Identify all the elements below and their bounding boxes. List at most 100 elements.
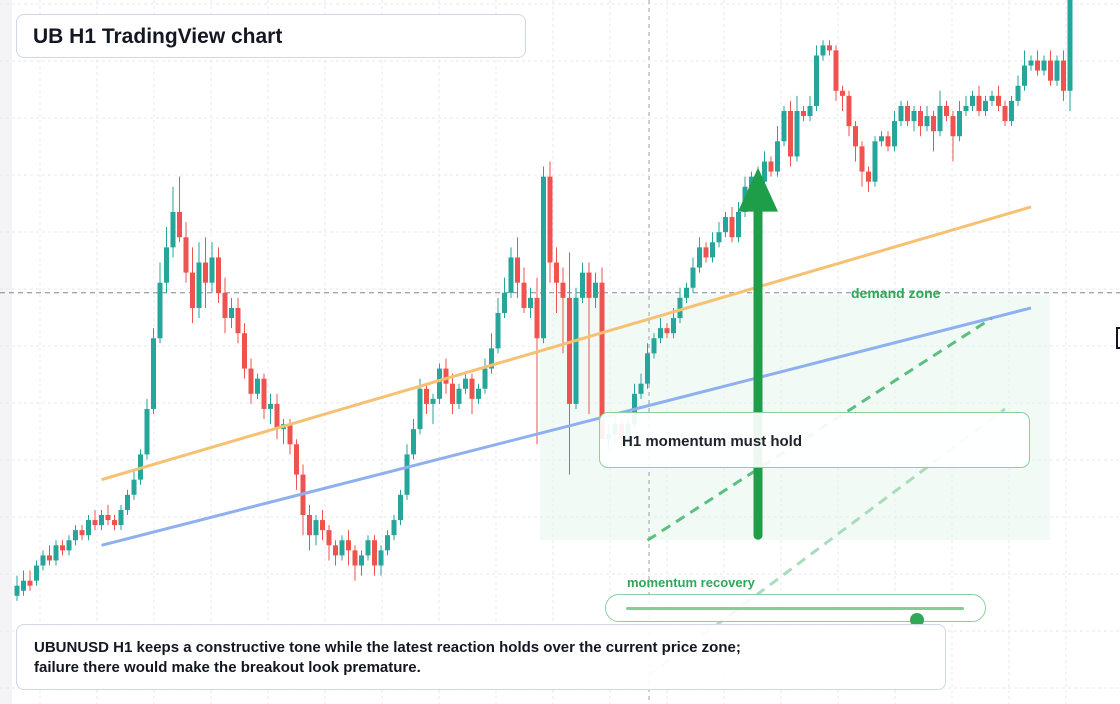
candle-body bbox=[820, 45, 826, 56]
candle-body bbox=[911, 111, 917, 122]
candle-body bbox=[931, 116, 936, 132]
slider-knob[interactable] bbox=[909, 613, 924, 627]
candle-body bbox=[1028, 60, 1034, 66]
candle-body bbox=[131, 479, 137, 495]
candle-body bbox=[424, 388, 429, 404]
candle-body bbox=[248, 368, 254, 394]
candle-body bbox=[456, 388, 462, 404]
candle-body bbox=[950, 116, 956, 137]
candle-body bbox=[14, 585, 20, 596]
candle-body bbox=[359, 555, 364, 566]
candle-body bbox=[482, 368, 488, 389]
candle-body bbox=[983, 100, 988, 111]
candle-body bbox=[404, 454, 410, 495]
candle-body bbox=[788, 111, 793, 157]
trendline bbox=[101, 205, 1032, 482]
candle-body bbox=[638, 383, 644, 394]
candle-body bbox=[320, 520, 325, 531]
candle-body bbox=[892, 121, 897, 147]
candle-body bbox=[996, 95, 1001, 106]
candle-body bbox=[339, 540, 345, 556]
candle-body bbox=[554, 262, 559, 283]
candle-body bbox=[222, 292, 228, 319]
candle-body bbox=[21, 580, 26, 591]
candle-body bbox=[1009, 100, 1014, 122]
candle-body bbox=[229, 307, 234, 319]
candle-body bbox=[1035, 60, 1040, 71]
candle-body bbox=[872, 141, 878, 182]
candle-body bbox=[463, 378, 468, 389]
candle-body bbox=[905, 105, 910, 122]
candle-body bbox=[690, 267, 696, 288]
momentum-recovery-slider[interactable] bbox=[605, 594, 986, 627]
candle-body bbox=[346, 540, 351, 551]
candle-body bbox=[703, 247, 709, 258]
chart-caption: UBUNUSD H1 keeps a constructive tone whi… bbox=[34, 639, 741, 676]
candle-body bbox=[697, 247, 702, 268]
candle-body bbox=[859, 146, 865, 172]
candle-body bbox=[216, 257, 221, 293]
candle-body bbox=[73, 530, 78, 541]
candle-body bbox=[378, 550, 384, 566]
candle-body bbox=[502, 292, 507, 313]
candle-body bbox=[411, 429, 416, 455]
candle-body bbox=[443, 368, 449, 384]
candle-body bbox=[1061, 60, 1066, 91]
candle-body bbox=[560, 282, 566, 298]
candle-body bbox=[66, 540, 72, 551]
trendline bbox=[101, 306, 1032, 547]
candle-body bbox=[417, 388, 423, 430]
candle-body bbox=[476, 388, 481, 399]
candle-body bbox=[1054, 60, 1060, 81]
candle-body bbox=[99, 515, 104, 526]
candle-body bbox=[599, 282, 605, 440]
candle-body bbox=[716, 232, 722, 243]
momentum-note-box: H1 momentum must hold bbox=[599, 412, 1030, 468]
candle-body bbox=[768, 161, 774, 172]
candle-body bbox=[235, 307, 241, 334]
momentum-arrow-head bbox=[738, 167, 778, 212]
candle-body bbox=[885, 136, 891, 147]
candle-body bbox=[34, 565, 39, 581]
candle-body bbox=[307, 515, 312, 536]
candle-body bbox=[794, 111, 800, 157]
candle-body bbox=[924, 116, 930, 127]
candle-body bbox=[469, 378, 475, 399]
candle-body bbox=[846, 95, 852, 127]
candle-body bbox=[736, 212, 741, 238]
candle-body bbox=[164, 247, 169, 283]
candle-body bbox=[937, 105, 943, 132]
candle-body bbox=[853, 126, 858, 147]
candle-body bbox=[1048, 60, 1053, 81]
candle-body bbox=[125, 494, 130, 510]
candle-body bbox=[729, 217, 735, 238]
candle-body bbox=[593, 282, 598, 298]
candle-body bbox=[1002, 105, 1008, 122]
candle-body bbox=[144, 408, 150, 455]
candle-body bbox=[53, 545, 59, 561]
candle-body bbox=[352, 550, 358, 566]
candle-body bbox=[801, 111, 806, 117]
candle-body bbox=[196, 262, 202, 308]
candle-body bbox=[495, 313, 501, 349]
candle-body bbox=[1015, 85, 1021, 101]
slider-track bbox=[626, 607, 964, 627]
candle-body bbox=[118, 509, 124, 526]
candle-body bbox=[879, 136, 884, 142]
candle-body bbox=[112, 520, 117, 526]
candle-body bbox=[944, 105, 949, 117]
candle-body bbox=[385, 535, 390, 551]
candle-body bbox=[547, 176, 553, 263]
candle-body bbox=[957, 111, 962, 137]
candle-body bbox=[203, 262, 208, 283]
candle-body bbox=[190, 272, 195, 308]
candle-body bbox=[209, 257, 215, 283]
candle-body bbox=[515, 257, 520, 283]
candle-body bbox=[170, 212, 176, 248]
price-scale-marker bbox=[1116, 327, 1120, 349]
candle-body bbox=[489, 348, 494, 369]
candle-body bbox=[645, 353, 650, 384]
candle-body bbox=[833, 50, 839, 91]
candle-body bbox=[60, 545, 65, 551]
candle-body bbox=[1067, 0, 1073, 91]
